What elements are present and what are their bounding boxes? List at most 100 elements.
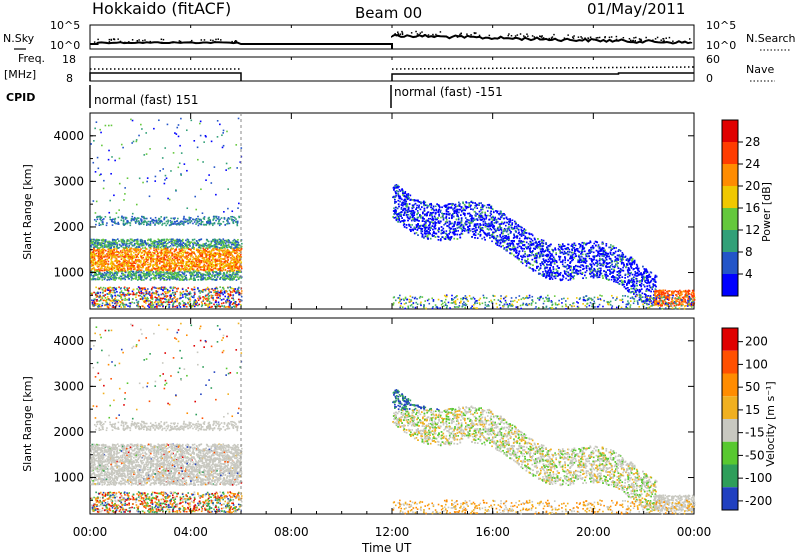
data-point <box>109 263 112 265</box>
data-point <box>170 262 172 265</box>
data-point <box>144 296 146 299</box>
data-point <box>143 306 146 309</box>
data-point <box>181 300 184 302</box>
data-point <box>178 270 181 273</box>
data-point <box>211 287 214 290</box>
noise-search-dot <box>486 36 488 39</box>
data-point <box>90 143 92 145</box>
data-point <box>204 134 207 137</box>
data-point <box>133 239 136 242</box>
data-point <box>218 291 220 294</box>
data-point <box>231 267 233 270</box>
data-point <box>93 302 96 304</box>
data-point <box>146 251 149 254</box>
data-point <box>171 300 174 302</box>
data-point <box>94 244 96 247</box>
data-point <box>108 149 110 152</box>
data-point <box>166 259 169 262</box>
data-point <box>109 289 112 292</box>
data-point <box>189 299 192 301</box>
data-point <box>100 173 102 176</box>
data-point <box>145 274 148 277</box>
data-point <box>145 266 148 269</box>
data-point <box>123 255 125 258</box>
data-point <box>126 274 129 276</box>
data-point <box>210 296 213 299</box>
data-point <box>227 286 229 289</box>
data-point <box>176 251 179 254</box>
freq-tick-low: 8 <box>66 72 73 85</box>
data-point <box>161 303 164 306</box>
data-point <box>224 275 226 278</box>
data-point <box>219 273 222 276</box>
data-point <box>158 267 161 270</box>
noise-search-dot <box>172 41 174 44</box>
data-point <box>95 220 98 223</box>
data-point <box>113 302 116 305</box>
data-point <box>235 279 238 281</box>
data-point <box>160 271 163 274</box>
data-point <box>139 274 142 277</box>
data-point <box>121 299 124 302</box>
data-point <box>166 270 168 273</box>
data-point <box>136 304 138 307</box>
data-point <box>165 296 168 298</box>
data-point <box>169 286 172 289</box>
data-point <box>94 263 97 266</box>
data-point <box>149 278 152 281</box>
data-point <box>207 254 209 256</box>
data-point <box>180 256 182 259</box>
data-point <box>226 130 228 133</box>
data-point <box>175 265 178 268</box>
data-point <box>136 220 138 223</box>
data-point <box>131 290 134 293</box>
data-point <box>167 299 170 301</box>
data-point <box>168 261 171 264</box>
data-point <box>152 277 155 279</box>
data-point <box>199 251 202 254</box>
data-point <box>91 255 94 257</box>
data-point <box>180 220 182 222</box>
data-point <box>99 128 102 131</box>
data-point <box>140 277 143 279</box>
data-point <box>167 265 170 267</box>
data-point <box>233 267 235 269</box>
data-point <box>145 267 147 270</box>
data-point <box>197 278 200 281</box>
data-point <box>229 247 232 249</box>
data-point <box>121 263 123 265</box>
data-point <box>181 258 183 260</box>
data-point <box>232 265 235 267</box>
data-point <box>101 279 104 281</box>
data-point <box>103 256 105 258</box>
freq-label: Freq. <box>18 52 45 65</box>
data-point <box>157 248 160 250</box>
data-point <box>108 267 111 270</box>
data-point <box>228 218 231 220</box>
cpid-second: normal (fast) -151 <box>394 85 503 99</box>
data-point <box>235 264 237 266</box>
data-point <box>165 243 168 245</box>
data-point <box>148 274 151 276</box>
data-point <box>221 305 223 307</box>
data-point <box>159 170 161 172</box>
data-point <box>215 274 217 276</box>
data-point <box>167 221 170 223</box>
data-point <box>120 143 123 146</box>
data-point <box>122 219 125 222</box>
data-point <box>197 256 199 259</box>
data-point <box>201 253 204 256</box>
data-point <box>169 265 171 268</box>
data-point <box>133 262 135 264</box>
data-point <box>144 262 146 265</box>
data-point <box>229 274 231 276</box>
data-point <box>121 249 124 251</box>
data-point <box>224 279 226 281</box>
data-point <box>128 257 131 260</box>
data-point <box>217 241 219 244</box>
data-point <box>161 297 164 300</box>
data-point <box>150 245 153 248</box>
data-point <box>182 220 184 223</box>
data-point <box>205 258 208 261</box>
data-point <box>126 177 129 180</box>
